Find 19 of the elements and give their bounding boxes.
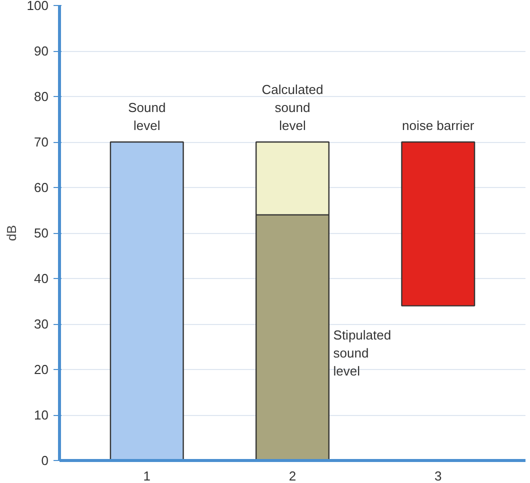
y-tick-label: 90 <box>34 44 49 58</box>
y-tick-label: 50 <box>34 226 49 240</box>
annotation: Stipulated sound level <box>333 328 392 379</box>
y-tick-label: 10 <box>34 408 49 422</box>
x-tick-label: 1 <box>143 468 150 483</box>
x-tick-label: 3 <box>434 468 442 483</box>
annotation: Calculated sound level <box>262 82 324 133</box>
y-axis-title: dB <box>4 225 19 241</box>
y-tick-label: 30 <box>34 316 49 332</box>
y-tick-label: 80 <box>34 89 49 104</box>
y-tick-label: 100 <box>26 0 49 13</box>
y-tick-label: 0 <box>41 453 49 468</box>
y-tick-label: 60 <box>34 180 49 195</box>
x-tick-label: 2 <box>288 468 296 483</box>
annotation: Sound level <box>128 100 166 133</box>
annotation: noise barrier <box>402 118 475 133</box>
y-tick-label: 70 <box>34 134 49 150</box>
y-tick-label: 20 <box>34 362 49 377</box>
y-tick-label: 40 <box>34 271 49 286</box>
